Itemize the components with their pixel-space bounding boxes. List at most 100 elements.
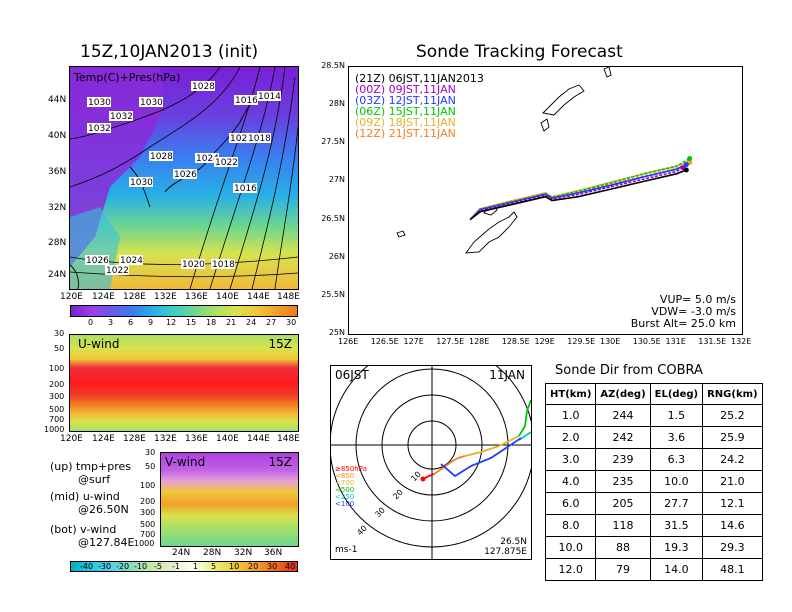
- surface-map-panel: Temp(C)+Pres(hPa) 1028 1030 1030 1032 1016 10…: [69, 66, 299, 290]
- map-lon-tick: 144E: [247, 292, 270, 302]
- u-lon-tick: 148E: [277, 434, 300, 444]
- sonde-table: HT(km) AZ(deg) EL(deg) RNG(km) 1.0 244 1.5 25.…: [544, 383, 763, 581]
- isobar-label: 1020: [182, 260, 205, 270]
- table-cell: 1.5: [649, 404, 704, 427]
- table-cell: 19.3: [649, 536, 704, 559]
- v-pressure-tick: 700: [140, 530, 156, 539]
- map-lon-tick: 148E: [277, 292, 300, 302]
- table-cell: 48.1: [702, 558, 763, 581]
- v-pressure-tick: 50: [145, 462, 156, 471]
- wind-colorbar-label: -10: [134, 562, 148, 571]
- v-pressure-tick: 200: [140, 497, 156, 506]
- isobar-label: 1030: [130, 178, 153, 188]
- track-lon-tick: 126E: [338, 337, 359, 346]
- track-legend-item: (03Z) 12JST,11JAN: [355, 94, 456, 107]
- note-line: @127.84E: [78, 536, 135, 549]
- note-line: (up) tmp+pres: [50, 460, 132, 473]
- track-svg: [396, 67, 693, 254]
- isobar-label: 1024: [196, 154, 219, 164]
- track-endpoint: [683, 162, 689, 168]
- temp-colorbar-label: 3: [108, 318, 114, 327]
- track-lon-tick: 127.5E: [436, 337, 465, 346]
- track-lon-tick: 126.5E: [370, 337, 399, 346]
- u-pressure-tick: 700: [49, 415, 65, 424]
- isobar-label: 1028: [150, 152, 173, 162]
- isobar-label: 1024: [120, 256, 143, 266]
- track-legend-item: (00Z) 09JST,11JAN: [355, 83, 456, 96]
- table-title: Sonde Dir from COBRA: [555, 363, 703, 378]
- polar-lat: 26.5N: [500, 537, 527, 547]
- table-cell: 3.0: [544, 448, 597, 471]
- v-wind-label: V-wind: [165, 455, 206, 469]
- track-series-line: [469, 163, 687, 221]
- v-pressure-tick: 500: [140, 520, 156, 529]
- polar-legend-item: ≥850hPa: [335, 465, 367, 473]
- track-lon-tick: 127E: [403, 337, 424, 346]
- note-line: @surf: [78, 473, 111, 486]
- u-lon-tick: 144E: [247, 434, 270, 444]
- track-lon-tick: 129E: [534, 337, 555, 346]
- polar-legend-item: <850: [335, 472, 355, 480]
- note-line: (mid) u-wind: [50, 490, 120, 503]
- table-cell: 3.6: [649, 426, 704, 449]
- table-cell: 10.0: [649, 470, 704, 493]
- table-row: 3.0 239 6.3 24.2: [544, 448, 763, 471]
- table-cell: 205: [595, 492, 651, 515]
- polar-latlon: 26.5N 127.875E: [484, 537, 527, 557]
- u-pressure-tick: 200: [49, 380, 65, 389]
- isobar-label: 1026: [174, 170, 197, 180]
- isobar-label: 1018: [212, 260, 235, 270]
- track-lon-tick: 128.5E: [501, 337, 530, 346]
- table-cell: 79: [595, 558, 651, 581]
- track-legend-item: (09Z) 18JST,11JAN: [355, 116, 456, 129]
- u-pressure-tick: 50: [54, 344, 65, 353]
- v-lat-tick: 36N: [264, 548, 283, 558]
- u-lon-tick: 128E: [123, 434, 146, 444]
- launch-params: VUP= 5.0 m/s VDW= -3.0 m/s Burst Alt= 25…: [631, 294, 736, 330]
- polar-legend-item: <100: [335, 500, 355, 508]
- map-lat-tick: 24N: [48, 270, 67, 280]
- u-wind-time: 15Z: [268, 337, 293, 351]
- wind-colorbar-label: -20: [116, 562, 130, 571]
- isobar-label: 1032: [88, 124, 111, 134]
- wind-colorbar-label: 10: [229, 562, 240, 571]
- map-lat-tick: 40N: [48, 131, 67, 141]
- table-cell: 244: [595, 404, 651, 427]
- wind-colorbar-label: 5: [211, 562, 217, 571]
- track-lon-tick: 129.5E: [567, 337, 596, 346]
- table-cell: 25.2: [702, 404, 763, 427]
- polar-legend: ≥850hPa <850 <700 <500 <250 <100: [335, 466, 367, 508]
- temp-colorbar-label: 9: [148, 318, 154, 327]
- temp-colorbar-label: 0: [88, 318, 94, 327]
- v-wind-panel: V-wind 15Z: [160, 452, 299, 547]
- note-bot: (bot) v-wind @127.84E: [50, 523, 134, 549]
- map-lon-tick: 128E: [123, 292, 146, 302]
- map-lon-tick: 136E: [185, 292, 208, 302]
- note-mid: (mid) u-wind @26.50N: [50, 490, 129, 516]
- table-cell: 14.0: [649, 558, 704, 581]
- isobar-label: 1026: [86, 256, 109, 266]
- track-lon-tick: 130.5E: [632, 337, 661, 346]
- table-row: 12.0 79 14.0 48.1: [544, 558, 763, 581]
- polar-lon: 127.875E: [484, 547, 527, 557]
- track-lon-tick: 131.5E: [698, 337, 727, 346]
- map-lon-tick: 140E: [216, 292, 239, 302]
- isobar-label: 1028: [192, 82, 215, 92]
- map-label: Temp(C)+Pres(hPa): [73, 71, 180, 84]
- track-lat-tick: 28.5N: [321, 61, 345, 70]
- polar-panel: 06JST 11JAN 10 20 30 40 ≥850hPa <850 <700 <…: [330, 365, 532, 560]
- polar-legend-item: <500: [335, 486, 355, 494]
- table-cell: 21.0: [702, 470, 763, 493]
- map-lat-tick: 28N: [48, 238, 67, 248]
- table-cell: 2.0: [544, 426, 597, 449]
- isobar-label: 1016: [235, 96, 258, 106]
- table-cell: 12.1: [702, 492, 763, 515]
- table-cell: 1.0: [544, 404, 597, 427]
- isobar-label: 1022: [106, 266, 129, 276]
- map-lon-tick: 132E: [154, 292, 177, 302]
- vup-text: VUP= 5.0 m/s: [659, 293, 736, 306]
- table-cell: 10.0: [544, 536, 597, 559]
- table-row: 10.0 88 19.3 29.3: [544, 536, 763, 559]
- table-cell: 12.0: [544, 558, 597, 581]
